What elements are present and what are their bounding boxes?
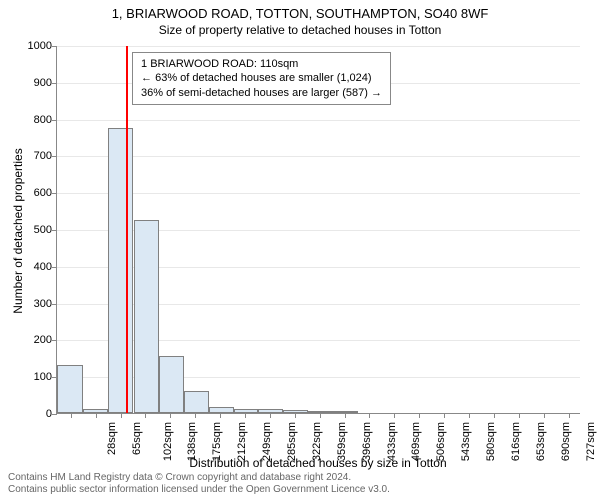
- histogram-bar: [333, 411, 358, 413]
- chart-plot-area: 1 BRIARWOOD ROAD: 110sqm← 63% of detache…: [56, 46, 580, 414]
- gridline: [57, 120, 580, 121]
- ytick-label: 600: [12, 187, 52, 199]
- histogram-bar: [258, 409, 283, 413]
- footer-line-1: Contains HM Land Registry data © Crown c…: [8, 472, 592, 484]
- xtick-label: 28sqm: [106, 422, 118, 455]
- xtick-mark: [444, 413, 445, 418]
- xtick-mark: [170, 413, 171, 418]
- gridline: [57, 46, 580, 47]
- ytick-label: 1000: [12, 40, 52, 52]
- xtick-label: 285sqm: [286, 422, 298, 461]
- ytick-label: 700: [12, 150, 52, 162]
- info-box-line: 1 BRIARWOOD ROAD: 110sqm: [141, 57, 382, 71]
- ytick-label: 500: [12, 224, 52, 236]
- histogram-bar: [184, 391, 209, 413]
- ytick-label: 300: [12, 298, 52, 310]
- ytick-label: 400: [12, 261, 52, 273]
- ytick-label: 900: [12, 77, 52, 89]
- gridline: [57, 156, 580, 157]
- xtick-mark: [419, 413, 420, 418]
- xtick-mark: [270, 413, 271, 418]
- ytick-mark: [52, 83, 57, 84]
- histogram-bar: [234, 409, 258, 413]
- chart-title-main: 1, BRIARWOOD ROAD, TOTTON, SOUTHAMPTON, …: [0, 6, 600, 21]
- xtick-label: 616sqm: [510, 422, 522, 461]
- xtick-label: 65sqm: [131, 422, 143, 455]
- ytick-label: 200: [12, 334, 52, 346]
- xtick-mark: [245, 413, 246, 418]
- xtick-label: 727sqm: [585, 422, 597, 461]
- histogram-bar: [108, 128, 133, 413]
- xtick-label: 102sqm: [162, 422, 174, 461]
- xtick-label: 359sqm: [336, 422, 348, 461]
- xtick-label: 138sqm: [186, 422, 198, 461]
- xtick-mark: [145, 413, 146, 418]
- ytick-mark: [52, 120, 57, 121]
- ytick-mark: [52, 414, 57, 415]
- ytick-label: 800: [12, 114, 52, 126]
- xtick-mark: [494, 413, 495, 418]
- xtick-mark: [121, 413, 122, 418]
- xtick-label: 212sqm: [236, 422, 248, 461]
- xtick-label: 543sqm: [460, 422, 472, 461]
- xtick-mark: [295, 413, 296, 418]
- xtick-label: 580sqm: [485, 422, 497, 461]
- chart-title-sub: Size of property relative to detached ho…: [0, 23, 600, 37]
- gridline: [57, 193, 580, 194]
- histogram-bar: [308, 411, 333, 413]
- xtick-mark: [71, 413, 72, 418]
- ytick-mark: [52, 267, 57, 268]
- property-marker-line: [126, 46, 128, 413]
- xtick-label: 433sqm: [386, 422, 398, 461]
- ytick-mark: [52, 46, 57, 47]
- xtick-label: 175sqm: [211, 422, 223, 461]
- xtick-mark: [369, 413, 370, 418]
- info-box-line: ← 63% of detached houses are smaller (1,…: [141, 71, 382, 85]
- footer-line-2: Contains public sector information licen…: [8, 484, 592, 496]
- attribution-footer: Contains HM Land Registry data © Crown c…: [0, 472, 600, 496]
- ytick-label: 100: [12, 371, 52, 383]
- xtick-label: 322sqm: [311, 422, 323, 461]
- xtick-mark: [345, 413, 346, 418]
- ytick-mark: [52, 304, 57, 305]
- xtick-mark: [469, 413, 470, 418]
- ytick-mark: [52, 156, 57, 157]
- histogram-bar: [159, 356, 184, 413]
- histogram-bar: [209, 407, 234, 413]
- histogram-bar: [57, 365, 83, 413]
- ytick-mark: [52, 193, 57, 194]
- xtick-label: 396sqm: [361, 422, 373, 461]
- xtick-mark: [519, 413, 520, 418]
- ytick-mark: [52, 340, 57, 341]
- ytick-mark: [52, 230, 57, 231]
- xtick-label: 469sqm: [410, 422, 422, 461]
- histogram-bar: [134, 220, 159, 413]
- xtick-label: 249sqm: [261, 422, 273, 461]
- xtick-mark: [220, 413, 221, 418]
- xtick-mark: [544, 413, 545, 418]
- xtick-label: 690sqm: [560, 422, 572, 461]
- property-info-box: 1 BRIARWOOD ROAD: 110sqm← 63% of detache…: [132, 52, 391, 105]
- ytick-label: 0: [12, 408, 52, 420]
- info-box-line: 36% of semi-detached houses are larger (…: [141, 86, 382, 100]
- histogram-bar: [283, 410, 308, 413]
- xtick-mark: [96, 413, 97, 418]
- xtick-mark: [195, 413, 196, 418]
- xtick-mark: [569, 413, 570, 418]
- xtick-label: 506sqm: [435, 422, 447, 461]
- xtick-mark: [320, 413, 321, 418]
- xtick-label: 653sqm: [535, 422, 547, 461]
- xtick-mark: [394, 413, 395, 418]
